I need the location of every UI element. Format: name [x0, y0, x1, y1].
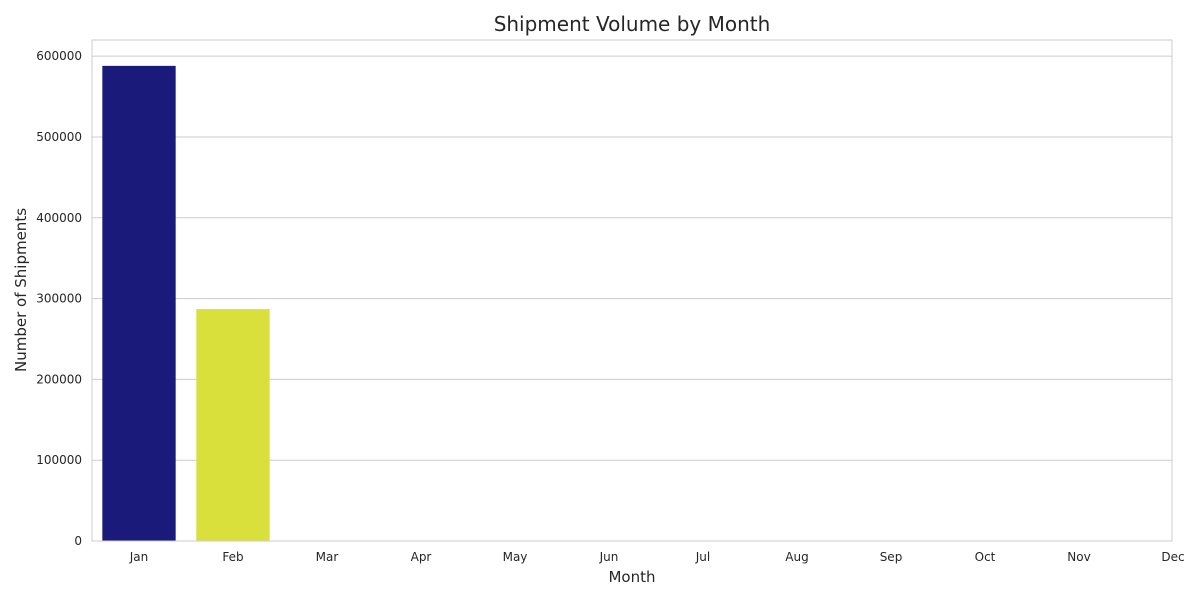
bar-jan — [102, 65, 176, 541]
y-tick-label: 600000 — [36, 49, 82, 63]
bars — [102, 65, 270, 541]
x-tick-label-sep: Sep — [880, 550, 903, 564]
x-tick-label-jan: Jan — [129, 550, 149, 564]
x-tick-labels: Jan Feb Mar Apr May Jun Jul Aug Sep Oct Nov Dec — [129, 550, 1185, 564]
y-tick-label: 400000 — [36, 211, 82, 225]
x-tick-label-mar: Mar — [316, 550, 339, 564]
grid-lines — [92, 55, 1172, 542]
x-tick-label-dec: Dec — [1161, 550, 1184, 564]
x-tick-label-oct: Oct — [975, 550, 996, 564]
x-tick-label-aug: Aug — [785, 550, 808, 564]
x-tick-label-may: May — [503, 550, 528, 564]
x-axis-label: Month — [608, 568, 655, 586]
x-tick-label-apr: Apr — [411, 550, 432, 564]
y-tick-label: 200000 — [36, 372, 82, 386]
x-tick-label-jul: Jul — [695, 550, 710, 564]
x-tick-label-jun: Jun — [599, 550, 619, 564]
y-tick-label: 100000 — [36, 453, 82, 467]
bar-feb — [196, 309, 270, 541]
plot-frame — [91, 39, 1173, 542]
y-tick-label: 500000 — [36, 130, 82, 144]
chart-title: Shipment Volume by Month — [494, 12, 771, 36]
x-tick-label-nov: Nov — [1067, 550, 1090, 564]
y-tick-label: 0 — [74, 534, 82, 548]
y-tick-labels: 0 100000 200000 300000 400000 500000 600000 — [36, 49, 82, 548]
x-tick-label-feb: Feb — [222, 550, 243, 564]
y-tick-label: 300000 — [36, 292, 82, 306]
y-axis-label: Number of Shipments — [12, 208, 30, 372]
